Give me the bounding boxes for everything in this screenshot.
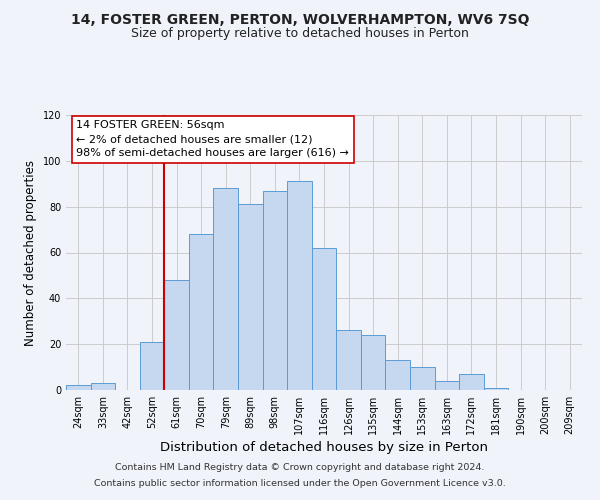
Bar xyxy=(312,248,336,390)
Bar xyxy=(189,234,214,390)
Bar xyxy=(263,190,287,390)
Bar xyxy=(214,188,238,390)
Bar xyxy=(410,367,434,390)
Text: Contains HM Land Registry data © Crown copyright and database right 2024.: Contains HM Land Registry data © Crown c… xyxy=(115,464,485,472)
Bar xyxy=(336,330,361,390)
Bar xyxy=(140,342,164,390)
Bar xyxy=(434,381,459,390)
X-axis label: Distribution of detached houses by size in Perton: Distribution of detached houses by size … xyxy=(160,441,488,454)
Bar xyxy=(238,204,263,390)
Bar xyxy=(287,182,312,390)
Text: Contains public sector information licensed under the Open Government Licence v3: Contains public sector information licen… xyxy=(94,478,506,488)
Bar xyxy=(385,360,410,390)
Bar xyxy=(484,388,508,390)
Text: 14, FOSTER GREEN, PERTON, WOLVERHAMPTON, WV6 7SQ: 14, FOSTER GREEN, PERTON, WOLVERHAMPTON,… xyxy=(71,12,529,26)
Bar xyxy=(66,386,91,390)
Bar xyxy=(459,374,484,390)
Bar xyxy=(164,280,189,390)
Bar xyxy=(361,335,385,390)
Text: 14 FOSTER GREEN: 56sqm
← 2% of detached houses are smaller (12)
98% of semi-deta: 14 FOSTER GREEN: 56sqm ← 2% of detached … xyxy=(76,120,349,158)
Y-axis label: Number of detached properties: Number of detached properties xyxy=(24,160,37,346)
Bar xyxy=(91,383,115,390)
Text: Size of property relative to detached houses in Perton: Size of property relative to detached ho… xyxy=(131,28,469,40)
